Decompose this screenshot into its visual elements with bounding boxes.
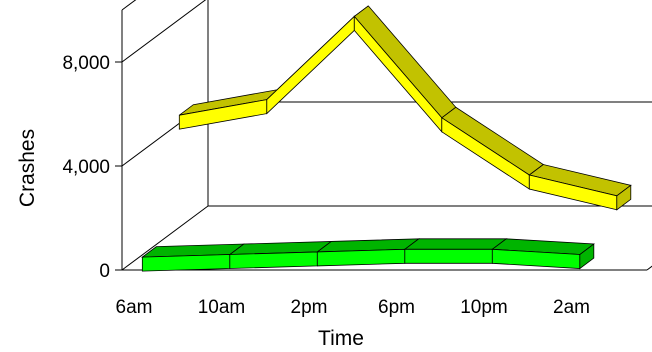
ribbon-top-face	[353, 5, 457, 119]
x-tick-label: 2am	[553, 297, 590, 318]
ribbon-top-face	[403, 238, 508, 250]
ribbon-front-face	[266, 15, 355, 115]
y-tick-label: 8,000	[62, 53, 110, 74]
ribbon-end-cap	[616, 184, 632, 211]
series-ribbon	[178, 5, 632, 211]
x-tick-label: 10pm	[460, 297, 508, 318]
series-ribbon	[141, 238, 595, 272]
y-tick-label: 0	[99, 261, 110, 282]
axes: 0 4,000 8,000 6am 10am 2pm 6pm 10pm 2am	[62, 53, 590, 318]
ribbon-end-cap	[579, 243, 595, 270]
x-axis-title: Time	[318, 327, 364, 350]
x-tick-label: 6am	[116, 297, 153, 318]
y-tick-label: 4,000	[62, 157, 110, 178]
ribbon-front-face	[141, 254, 231, 272]
ribbon-front-face	[229, 251, 318, 269]
y-axis-title: Crashes	[16, 129, 39, 207]
floor-right-edge	[646, 265, 652, 271]
left-wall-bottom-edge	[121, 205, 209, 271]
left-wall-top-edge	[121, 0, 137, 11]
x-tick-label: 6pm	[378, 297, 415, 318]
ribbon-front-face	[316, 248, 406, 267]
x-tick-label: 2pm	[291, 297, 328, 318]
x-tick-label: 10am	[198, 297, 246, 318]
ribbon-front-face	[353, 15, 443, 133]
grid-line-left-wall	[121, 0, 207, 63]
ribbon-front-face	[404, 248, 493, 264]
series-ribbons	[141, 5, 632, 272]
